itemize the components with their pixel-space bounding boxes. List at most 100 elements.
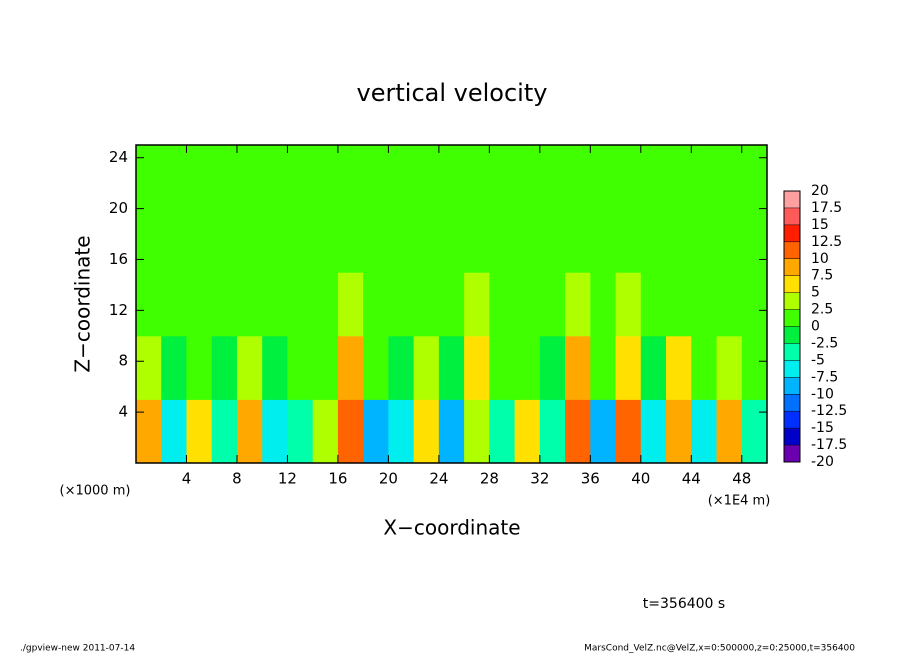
heat-cell xyxy=(161,272,187,337)
heat-cell xyxy=(539,399,566,464)
heat-cell xyxy=(211,208,238,273)
heat-cell xyxy=(666,208,692,273)
heat-cell xyxy=(615,399,642,464)
heat-cell xyxy=(565,399,591,464)
x-tick-label: 24 xyxy=(429,470,448,488)
heat-cell xyxy=(741,272,768,337)
colorbar-label: 12.5 xyxy=(811,234,842,250)
y-axis-label: Z−coordinate xyxy=(71,235,95,372)
heat-cell xyxy=(640,208,667,273)
heat-cell xyxy=(287,145,314,210)
colorbar-swatch xyxy=(784,377,800,395)
colorbar-swatch xyxy=(784,224,800,242)
heat-cell xyxy=(640,272,667,337)
heat-cell xyxy=(287,335,314,400)
x-axis-label: X−coordinate xyxy=(383,516,520,540)
colorbar-label: 10 xyxy=(811,251,829,267)
heat-cell xyxy=(514,272,541,337)
colorbar-swatch xyxy=(784,360,800,378)
heat-cell xyxy=(590,399,617,464)
heat-cell xyxy=(337,335,364,400)
heat-cell xyxy=(464,208,490,273)
x-unit: (×1E4 m) xyxy=(708,494,771,509)
heat-cell xyxy=(464,145,490,210)
heat-cell xyxy=(590,272,617,337)
heat-cell xyxy=(514,399,541,464)
heat-cell xyxy=(438,145,465,210)
heat-cell xyxy=(236,272,263,337)
heat-cell xyxy=(136,208,162,273)
heat-cell xyxy=(590,208,617,273)
footer-right: MarsCond_VelZ.nc@VelZ,x=0:500000,z=0:250… xyxy=(584,644,855,654)
colorbar-label: -17.5 xyxy=(811,437,847,453)
heat-cell xyxy=(514,335,541,400)
plot-frame xyxy=(135,144,768,464)
heat-cell xyxy=(464,272,490,337)
x-tick-label: 8 xyxy=(232,470,242,488)
heat-cell xyxy=(464,335,490,400)
colorbar-swatch xyxy=(784,258,800,276)
colorbar-label: -15 xyxy=(811,420,834,436)
heat-cell xyxy=(413,208,440,273)
colorbar-label: 0 xyxy=(811,319,820,335)
heat-cell xyxy=(388,335,415,400)
x-tick-label: 12 xyxy=(278,470,297,488)
heat-cell xyxy=(312,335,339,400)
heat-cell xyxy=(514,145,541,210)
colorbar-label: 7.5 xyxy=(811,268,833,284)
heat-cell xyxy=(565,208,591,273)
heat-cell xyxy=(691,145,718,210)
heat-cell xyxy=(312,145,339,210)
heat-cell xyxy=(489,335,516,400)
heat-cell xyxy=(236,208,263,273)
colorbar-label: 15 xyxy=(811,217,829,233)
heat-cell xyxy=(691,399,718,464)
heat-cell xyxy=(413,145,440,210)
colorbar-label: 5 xyxy=(811,285,820,301)
heat-cell xyxy=(716,272,743,337)
heat-cell xyxy=(363,272,389,337)
heat-cell xyxy=(666,399,692,464)
heat-cell xyxy=(716,208,743,273)
heat-cell xyxy=(312,272,339,337)
colorbar-swatch xyxy=(784,411,800,429)
heat-cell xyxy=(691,272,718,337)
heat-cell xyxy=(211,272,238,337)
colorbar-label: 17.5 xyxy=(811,200,842,216)
heat-cell xyxy=(640,145,667,210)
heat-cell xyxy=(186,145,213,210)
x-tick-label: 4 xyxy=(182,470,192,488)
heat-cell xyxy=(337,208,364,273)
heat-cell xyxy=(161,399,187,464)
x-tick-label: 48 xyxy=(732,470,751,488)
heat-cell xyxy=(186,399,213,464)
heat-cell xyxy=(287,272,314,337)
colorbar-swatch xyxy=(784,292,800,310)
heat-cell xyxy=(590,335,617,400)
heat-cell xyxy=(438,335,465,400)
heat-cell xyxy=(590,145,617,210)
heat-cell xyxy=(312,208,339,273)
colorbar-swatch xyxy=(784,275,800,293)
heat-cell xyxy=(236,145,263,210)
heat-cell xyxy=(691,208,718,273)
heat-cell xyxy=(363,335,389,400)
heat-cell xyxy=(741,145,768,210)
heat-cell xyxy=(565,272,591,337)
heat-cell xyxy=(640,399,667,464)
heat-cell xyxy=(161,335,187,400)
heat-cell xyxy=(287,208,314,273)
heat-cell xyxy=(211,335,238,400)
x-tick-label: 28 xyxy=(480,470,499,488)
heat-cell xyxy=(489,399,516,464)
colorbar-swatch xyxy=(784,445,800,462)
heat-cell xyxy=(691,335,718,400)
heat-cell xyxy=(615,335,642,400)
colorbar-label: -20 xyxy=(811,454,834,470)
heat-cell xyxy=(413,272,440,337)
colorbar-swatch xyxy=(784,326,800,344)
heat-cell xyxy=(489,208,516,273)
x-tick-label: 20 xyxy=(379,470,398,488)
heat-cell xyxy=(337,272,364,337)
heat-cell xyxy=(539,335,566,400)
